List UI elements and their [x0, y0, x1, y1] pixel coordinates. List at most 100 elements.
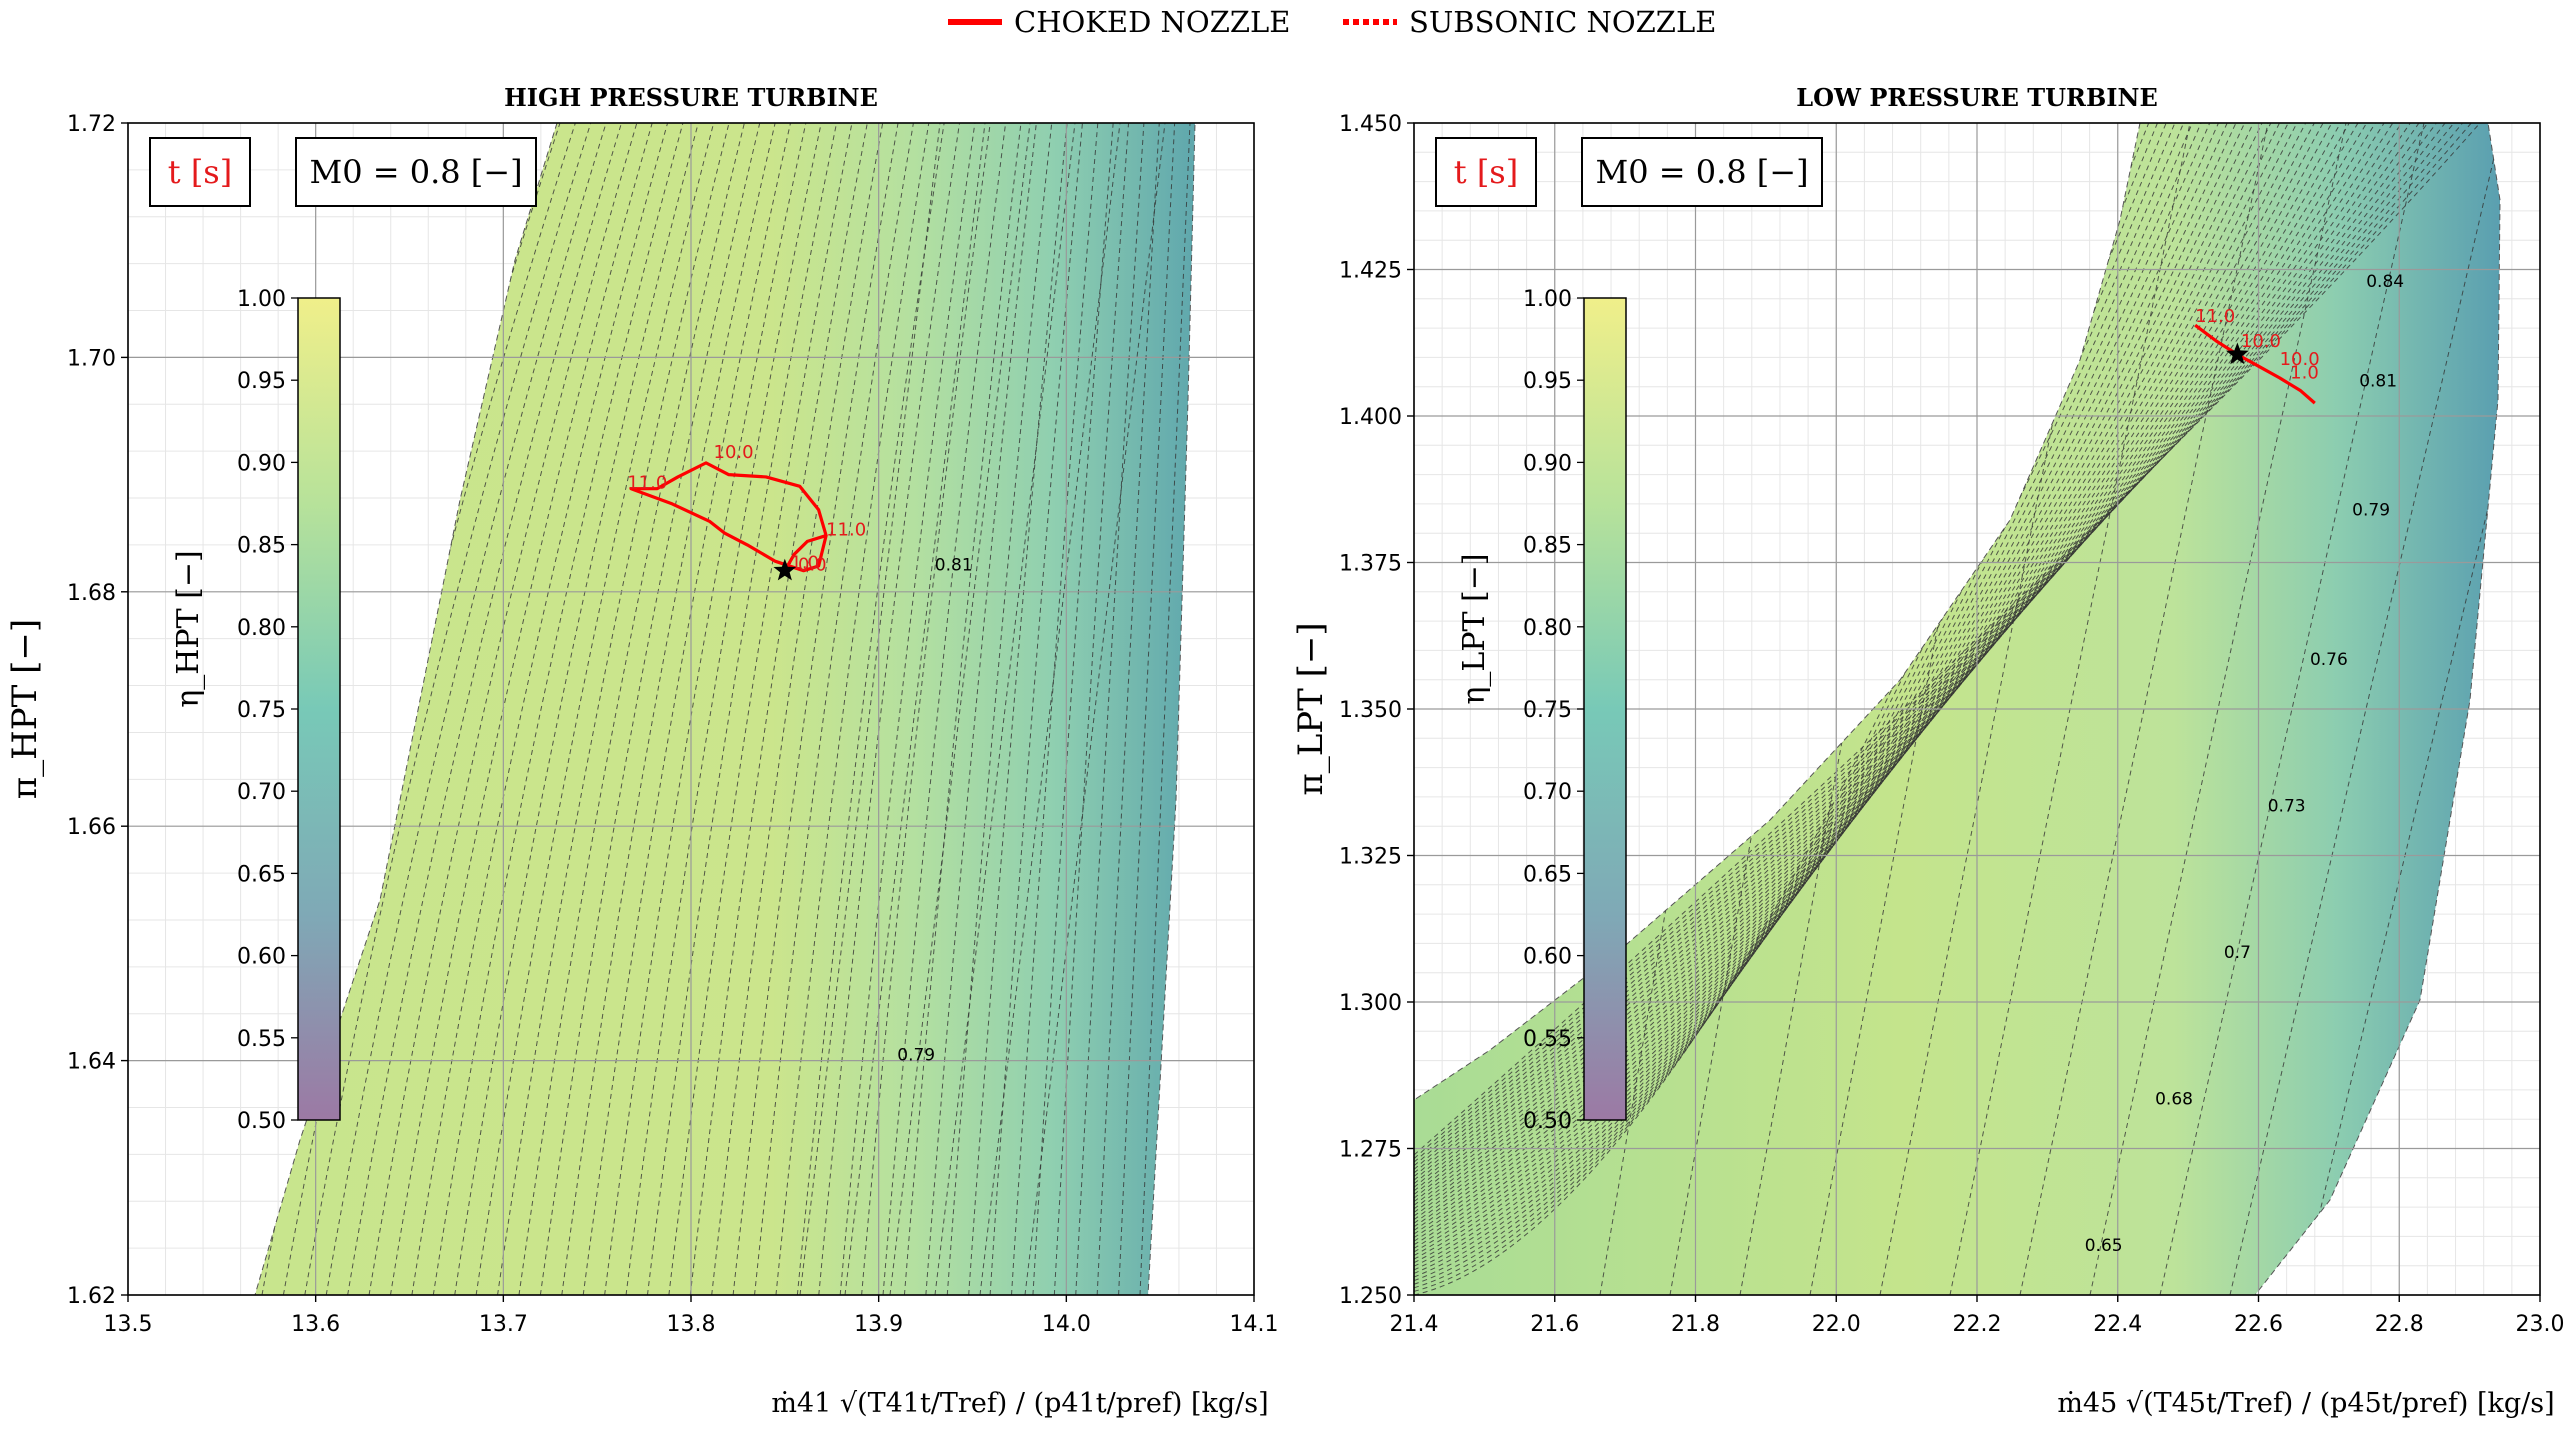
colorbar-tick-label: 0.50	[237, 1109, 286, 1134]
contour-line	[475, 123, 715, 1295]
trajectory: 11.0 11.0 10.0 1.00.0	[627, 442, 866, 581]
contour-line	[1053, 123, 1130, 1295]
colorbar-tick-label: 0.75	[237, 698, 286, 723]
y-tick-label: 1.325	[1339, 845, 1402, 870]
colorbar-gradient	[297, 297, 341, 1121]
contour-line	[1414, 123, 2402, 1188]
contour-line	[1414, 123, 2272, 1242]
x-axis-label: ṁ41 √(T41t/Tref) / (p41t/pref) [kg/s]	[771, 1388, 1268, 1419]
contour-line	[1414, 123, 2263, 1246]
colorbar-tick-label: 0.85	[237, 534, 286, 559]
contour-value-label: 0.65	[2085, 1236, 2123, 1256]
time-label: 11.0	[826, 520, 866, 541]
colorbar-tick-label: 0.50	[1523, 1109, 1572, 1134]
contour-line	[925, 123, 1037, 1295]
x-tick-label: 14.1	[1230, 1312, 1279, 1337]
contour-line	[979, 123, 1121, 1295]
colorbar-label: η_HPT [−]	[171, 550, 206, 707]
legend-label-choked: CHOKED NOZZLE	[1014, 5, 1290, 39]
contour-line	[518, 123, 745, 1295]
contour-line	[1414, 123, 2254, 1249]
mach-box-label: M0 = 0.8 [−]	[1595, 153, 1808, 191]
time-label: 10.0	[2241, 331, 2281, 352]
contour-line	[934, 123, 1076, 1295]
trajectory: 11.010.010.01.0	[2194, 306, 2320, 405]
time-label: 11.0	[627, 473, 667, 494]
time-label: 1.0	[2290, 362, 2319, 383]
lpt-panel: 21.4 21.6 21.8 22.0 22.2 22.4 22.6 22.8 23.0 1.25…	[1291, 83, 2564, 1419]
contour-line	[454, 123, 699, 1295]
contour-line	[775, 123, 930, 1295]
colorbar-tick-label: 0.85	[1523, 534, 1572, 559]
contour-line	[2229, 123, 2500, 1295]
contour-line	[711, 123, 884, 1295]
contour-line	[1414, 123, 2420, 1181]
contour-line	[754, 123, 914, 1295]
y-tick-label: 1.375	[1339, 552, 1402, 577]
colorbar: 0.50 0.55 0.60 0.65 0.70 0.75 0.80 0.85 0.90 0.95…	[1457, 287, 1627, 1134]
contour-value-label: 0.73	[2268, 797, 2306, 817]
contour-value-label: 0.81	[935, 556, 973, 576]
y-tick-label: 1.300	[1339, 991, 1402, 1016]
efficiency-map	[254, 123, 1196, 1295]
contour-line	[732, 123, 899, 1295]
contour-line	[1414, 123, 2333, 1217]
y-tick-label: 1.68	[67, 581, 116, 606]
contour-value-label: 0.79	[897, 1046, 935, 1066]
colorbar-tick-label: 0.60	[1523, 945, 1572, 970]
chart-title: LOW PRESSURE TURBINE	[1796, 83, 2158, 112]
x-tick-label: 23.0	[2516, 1312, 2565, 1337]
colorbar-gradient	[1583, 297, 1627, 1121]
contour-line	[689, 123, 868, 1295]
contour-line	[1075, 123, 1145, 1295]
contour-line	[799, 123, 941, 1295]
contour-line	[1414, 123, 2307, 1228]
y-tick-label: 1.425	[1339, 259, 1402, 284]
colorbar-tick-label: 0.80	[237, 616, 286, 641]
mach-box-label: M0 = 0.8 [−]	[309, 153, 522, 191]
contour-line	[903, 123, 1022, 1295]
x-tick-label: 21.6	[1530, 1312, 1579, 1337]
contour-line	[347, 123, 622, 1295]
operating-point-star	[773, 558, 797, 581]
x-tick-label: 22.6	[2234, 1312, 2283, 1337]
contour-line	[539, 123, 761, 1295]
time-box	[1435, 137, 1537, 207]
contour-line	[497, 123, 730, 1295]
contour-line	[839, 123, 976, 1295]
tick-labels: 21.4 21.6 21.8 22.0 22.2 22.4 22.6 22.8 23.0 1.25…	[1339, 112, 2564, 1337]
contour-line	[1414, 123, 2368, 1203]
contour-line	[1414, 123, 2150, 1292]
colorbar-tick-label: 0.55	[237, 1027, 286, 1052]
colorbar-tick-label: 0.55	[1523, 1027, 1572, 1052]
y-tick-label: 1.66	[67, 815, 116, 840]
y-tick-label: 1.275	[1339, 1138, 1402, 1163]
contour-line	[946, 123, 1053, 1295]
y-tick-label: 1.72	[67, 112, 116, 137]
contour-line	[1414, 123, 2315, 1224]
colorbar-tick-label: 0.65	[237, 862, 286, 887]
contour-line	[604, 123, 807, 1295]
legend: CHOKED NOZZLE SUBSONIC NOZZLE	[948, 5, 1716, 39]
x-tick-label: 21.4	[1390, 1312, 1439, 1337]
y-tick-label: 1.350	[1339, 698, 1402, 723]
contour-line	[861, 123, 991, 1295]
contour-line	[625, 123, 822, 1295]
contour-line	[1139, 123, 1191, 1295]
time-label: 1.0	[790, 552, 819, 573]
contour-line	[1414, 123, 2289, 1235]
contour-lines	[261, 123, 1191, 1295]
chart-title: HIGH PRESSURE TURBINE	[504, 83, 878, 112]
time-box-label: t [s]	[1454, 153, 1518, 191]
contour-line	[2089, 123, 2347, 1295]
mach-box	[1581, 137, 1823, 207]
y-axis-label: π_LPT [−]	[1291, 622, 1331, 795]
colorbar-tick-label: 0.75	[1523, 698, 1572, 723]
x-tick-label: 13.6	[291, 1312, 340, 1337]
contour-line	[844, 123, 986, 1295]
colorbar-tick-label: 1.00	[237, 287, 286, 312]
time-box	[149, 137, 251, 207]
x-tick-label: 13.9	[854, 1312, 903, 1337]
contour-line	[1414, 123, 2341, 1213]
